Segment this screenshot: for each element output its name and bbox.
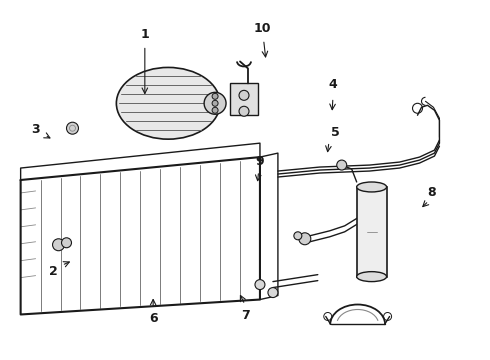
- Ellipse shape: [204, 92, 226, 114]
- Text: 3: 3: [31, 123, 40, 136]
- Bar: [230, 84, 258, 115]
- Text: 8: 8: [427, 186, 436, 199]
- Circle shape: [212, 107, 218, 113]
- Text: 4: 4: [329, 78, 337, 91]
- Text: 7: 7: [241, 309, 249, 322]
- Text: 5: 5: [331, 126, 340, 139]
- Text: 10: 10: [253, 22, 271, 35]
- Circle shape: [52, 239, 65, 251]
- Circle shape: [67, 122, 78, 134]
- Circle shape: [268, 288, 278, 298]
- Text: 2: 2: [49, 265, 58, 278]
- Circle shape: [294, 232, 302, 240]
- Text: 1: 1: [141, 28, 149, 41]
- Circle shape: [239, 90, 249, 100]
- Ellipse shape: [357, 182, 387, 192]
- Text: 9: 9: [255, 155, 264, 168]
- Circle shape: [337, 160, 347, 170]
- Bar: [357, 187, 387, 276]
- Circle shape: [212, 100, 218, 106]
- Circle shape: [212, 93, 218, 99]
- Circle shape: [255, 280, 265, 289]
- Text: 6: 6: [149, 311, 157, 325]
- Circle shape: [299, 233, 311, 245]
- Circle shape: [62, 238, 72, 248]
- Circle shape: [239, 106, 249, 116]
- Ellipse shape: [357, 272, 387, 282]
- Ellipse shape: [116, 67, 220, 139]
